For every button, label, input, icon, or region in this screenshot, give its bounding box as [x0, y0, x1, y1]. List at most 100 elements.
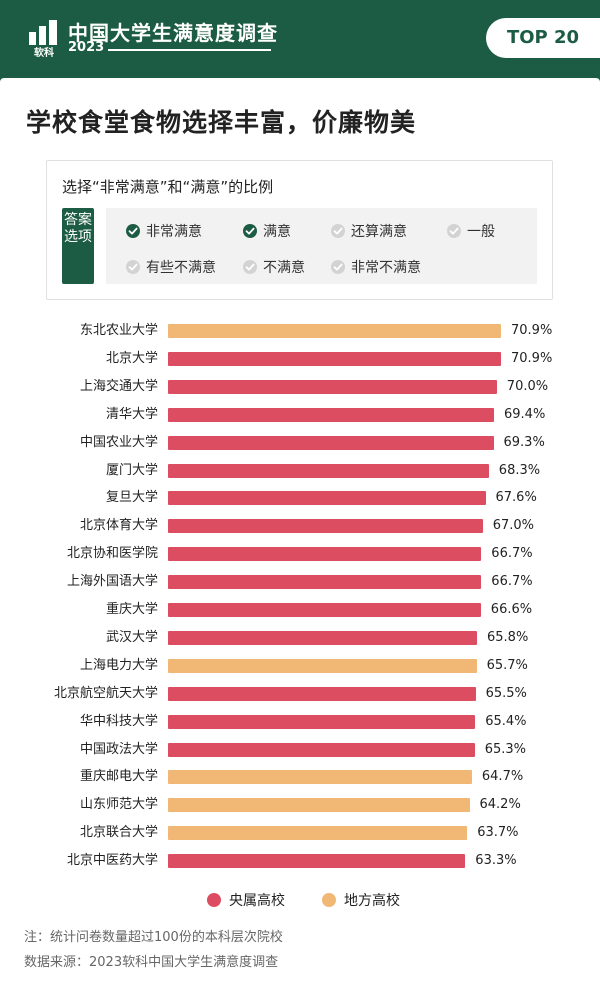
bar — [168, 407, 494, 422]
bar — [168, 603, 481, 617]
check-icon — [243, 224, 257, 238]
legend-central-swatch — [207, 893, 221, 907]
bar-value-label: 67.6% — [495, 490, 537, 506]
bar — [168, 714, 476, 729]
bar-value-label: 70.9% — [511, 350, 553, 366]
brand-underline — [108, 49, 271, 51]
answer-option-label: 不满意 — [263, 260, 305, 276]
legend-central: 央属高校 — [207, 890, 285, 910]
category-label: 重庆邮电大学 — [79, 769, 158, 785]
header: 软科 中国大学生满意度调查 2023 TOP 20 — [0, 0, 600, 76]
answer-option: 满意 — [243, 221, 291, 241]
bar-value-label: 69.4% — [504, 406, 546, 422]
bar — [168, 826, 468, 841]
bar-value-label: 63.3% — [475, 853, 517, 869]
check-icon — [126, 224, 140, 238]
category-label: 山东师范大学 — [79, 797, 158, 813]
category-label: 厦门大学 — [105, 462, 158, 478]
bar — [168, 630, 477, 645]
bar — [168, 379, 497, 394]
bar-value-label: 66.6% — [490, 602, 533, 617]
bar-value-label: 65.4% — [485, 713, 527, 729]
bar-value-label: 65.7% — [486, 657, 528, 673]
bar — [168, 575, 482, 590]
answer-option: 非常不满意 — [331, 257, 421, 277]
answer-legend-box — [46, 160, 553, 300]
category-label: 重庆大学 — [105, 602, 158, 617]
bar — [168, 854, 466, 869]
answer-option-label: 非常不满意 — [351, 260, 421, 276]
bar-value-label: 64.7% — [481, 769, 524, 785]
check-icon — [126, 260, 140, 274]
category-label: 华中科技大学 — [79, 713, 158, 729]
answer-option: 还算满意 — [331, 221, 407, 241]
category-label: 上海电力大学 — [79, 657, 158, 673]
top-badge: TOP 20 — [484, 16, 600, 60]
category-label: 北京协和医学院 — [66, 546, 158, 562]
category-label: 中国政法大学 — [79, 741, 158, 757]
answer-option-label: 有些不满意 — [146, 260, 216, 276]
bar-value-label: 66.7% — [491, 574, 533, 590]
category-label: 清华大学 — [105, 406, 158, 422]
check-icon — [447, 224, 461, 238]
footnote: 注：统计问卷数量超过100份的本科层次院校 — [24, 930, 283, 945]
answer-option: 不满意 — [243, 257, 305, 277]
category-label: 复旦大学 — [105, 490, 158, 506]
bar-value-label: 65.5% — [485, 685, 527, 701]
bar-value-label: 66.7% — [491, 546, 533, 562]
logo-text: 软科 — [34, 46, 54, 58]
bar — [168, 770, 472, 785]
answer-option: 非常满意 — [126, 221, 202, 241]
answer-option-label: 非常满意 — [146, 224, 202, 240]
category-label: 东北农业大学 — [79, 323, 158, 338]
legend-local-swatch — [322, 893, 336, 907]
check-icon — [243, 260, 257, 274]
category-label: 上海交通大学 — [79, 378, 158, 394]
bar-value-label: 68.3% — [498, 462, 541, 478]
check-icon — [331, 224, 345, 238]
brand-year: 2023 — [68, 40, 105, 55]
bar-value-label: 64.2% — [479, 797, 521, 813]
legend-local: 地方高校 — [322, 890, 400, 910]
bar — [168, 351, 501, 366]
answer-option-label: 一般 — [467, 224, 495, 240]
bar-value-label: 70.9% — [511, 323, 553, 338]
answer-options-tag: 答案选项 — [62, 208, 94, 284]
category-label: 北京大学 — [105, 350, 158, 366]
category-label: 武汉大学 — [105, 629, 158, 645]
answer-option-label: 满意 — [263, 224, 291, 240]
bar — [168, 798, 470, 813]
category-label: 北京航空航天大学 — [53, 685, 158, 701]
bar — [168, 519, 483, 534]
category-label: 北京中医药大学 — [66, 853, 158, 869]
data-source: 数据来源：2023软科中国大学生满意度调查 — [24, 955, 279, 970]
legend-local-label: 地方高校 — [344, 893, 400, 909]
answer-options-panel — [106, 208, 537, 284]
bar — [168, 547, 482, 562]
bar-value-label: 67.0% — [492, 518, 534, 534]
answer-option-label: 还算满意 — [351, 224, 407, 240]
page-title: 学校食堂食物选择丰富，价廉物美 — [26, 108, 417, 137]
bar — [168, 491, 486, 506]
bar-value-label: 63.7% — [477, 825, 519, 841]
category-label: 北京体育大学 — [79, 518, 158, 534]
bar — [168, 686, 476, 701]
brand-title: 中国大学生满意度调查 — [68, 21, 278, 45]
category-label: 中国农业大学 — [79, 434, 158, 450]
bar — [168, 435, 494, 450]
bar — [168, 324, 501, 338]
bar-value-label: 70.0% — [506, 378, 549, 394]
bar-value-label: 65.8% — [487, 629, 529, 645]
category-label: 上海外国语大学 — [66, 574, 158, 590]
answer-option: 有些不满意 — [126, 257, 216, 277]
check-icon — [331, 260, 345, 274]
bar — [168, 463, 489, 478]
answer-option: 一般 — [447, 221, 495, 241]
bar — [168, 658, 477, 673]
logo-icon: 软科 — [26, 18, 62, 58]
bar-value-label: 69.3% — [503, 434, 545, 450]
bar — [168, 742, 475, 757]
legend-central-label: 央属高校 — [229, 893, 285, 909]
bar-value-label: 65.3% — [484, 741, 526, 757]
